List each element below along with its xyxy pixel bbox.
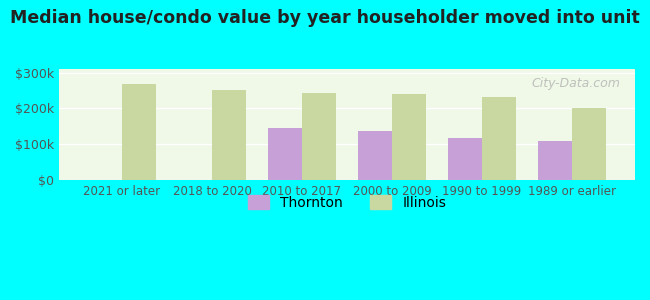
Bar: [122, 84, 156, 180]
Bar: [392, 94, 426, 180]
Bar: [212, 90, 246, 180]
Legend: Thornton, Illinois: Thornton, Illinois: [242, 190, 452, 215]
Bar: [538, 141, 572, 180]
Bar: [268, 128, 302, 180]
Bar: [358, 131, 392, 180]
Text: Median house/condo value by year householder moved into unit: Median house/condo value by year househo…: [10, 9, 640, 27]
Bar: [482, 97, 516, 180]
Text: City-Data.com: City-Data.com: [531, 77, 620, 90]
Bar: [572, 108, 606, 180]
Bar: [302, 93, 336, 180]
Bar: [448, 138, 482, 180]
